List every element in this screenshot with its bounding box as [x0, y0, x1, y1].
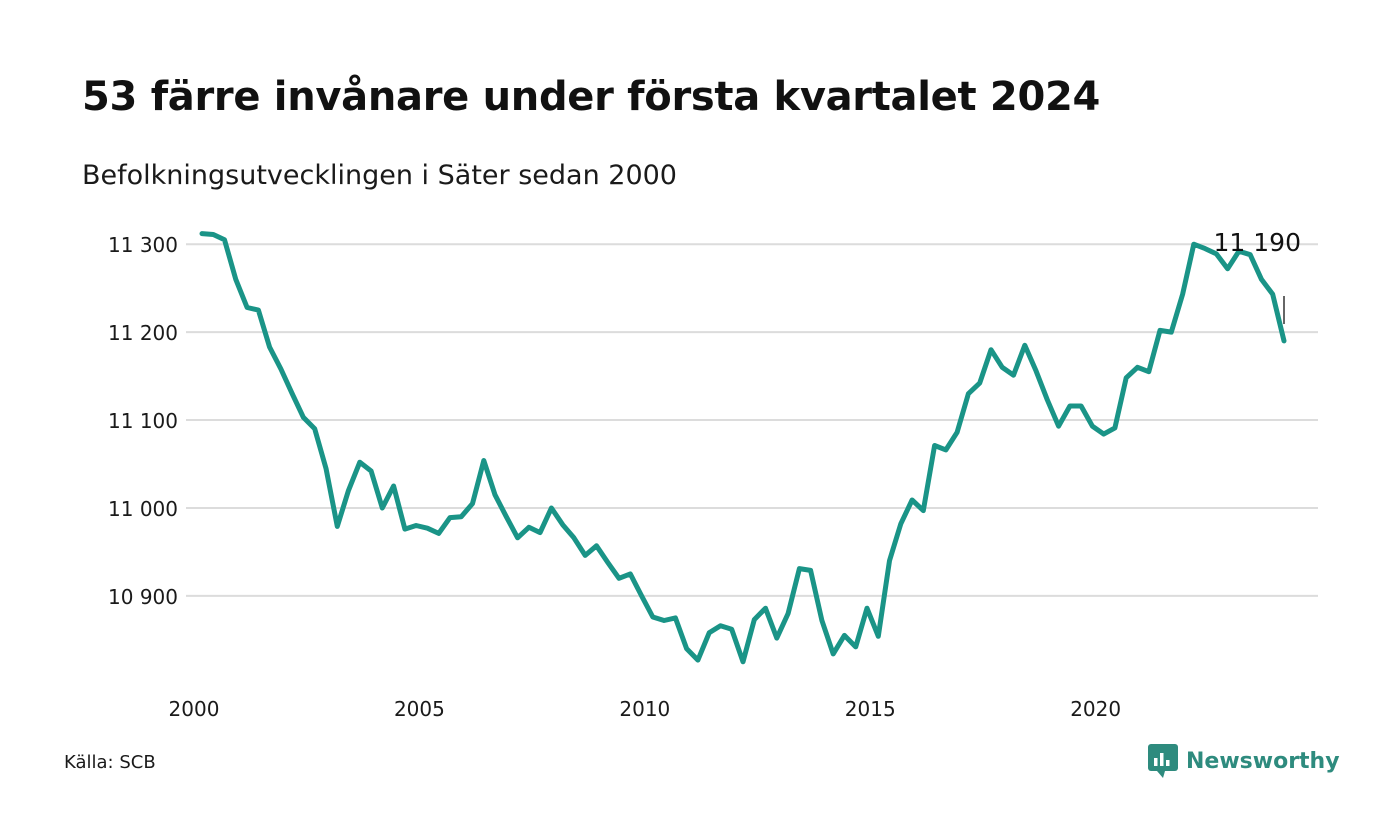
- y-tick-label: 11 100: [108, 409, 178, 433]
- y-tick-label: 11 000: [108, 497, 178, 521]
- source-note: Källa: SCB: [64, 752, 156, 773]
- x-tick-label: 2005: [394, 697, 445, 721]
- x-tick-label: 2020: [1070, 697, 1121, 721]
- brand-logo: Newsworthy: [1148, 744, 1340, 778]
- x-axis: 2000 2005 2010 2015 2020: [169, 697, 1122, 721]
- y-tick-label: 10 900: [108, 585, 178, 609]
- last-value-label: 11 190: [1214, 228, 1301, 257]
- grid-lines: [186, 243, 1318, 597]
- series-lines: [199, 231, 1287, 665]
- x-tick-label: 2015: [845, 697, 896, 721]
- brand-name: Newsworthy: [1186, 748, 1340, 774]
- y-tick-label: 11 200: [108, 321, 178, 345]
- y-axis: 10 900 11 000 11 100 11 200 11 300: [108, 233, 178, 609]
- x-tick-label: 2010: [619, 697, 670, 721]
- annotations: 11 190: [1214, 228, 1301, 324]
- series-line: [199, 231, 1287, 665]
- y-tick-label: 11 300: [108, 233, 178, 257]
- chart-subtitle: Befolkningsutvecklingen i Säter sedan 20…: [82, 160, 677, 191]
- x-tick-label: 2000: [169, 697, 220, 721]
- newsworthy-logo-icon: [1148, 744, 1178, 778]
- chart-title: 53 färre invånare under första kvartalet…: [82, 74, 1101, 120]
